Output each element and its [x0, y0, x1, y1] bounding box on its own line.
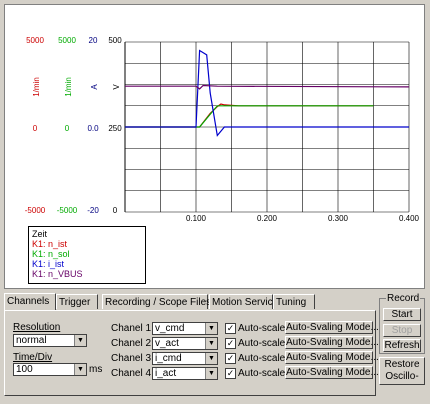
axis4-bot: 0 — [113, 206, 118, 215]
legend-item-n-sol: K1: n_sol — [32, 249, 70, 259]
timediv-select[interactable]: 100 ▼ — [13, 363, 87, 376]
timediv-label: Time/Div — [13, 352, 53, 363]
legend: Zeit K1: n_ist K1: n_sol K1: i_ist K1: n… — [28, 226, 146, 284]
axis2-top: 5000 — [58, 36, 76, 45]
channel-2-value: v_act — [155, 338, 179, 349]
axis4-top: 500 — [108, 36, 122, 45]
channel-2-label: Chanel 2 — [111, 338, 152, 349]
axis4-mid: 250 — [108, 124, 122, 133]
refresh-button[interactable]: Refresh — [383, 339, 421, 352]
channel-2-autoscale-label: Auto-scale — [238, 338, 286, 349]
chevron-down-icon: ▼ — [205, 368, 217, 379]
chevron-down-icon: ▼ — [205, 338, 217, 349]
unit2: 1/min — [64, 77, 73, 97]
channel-4-mode-button[interactable]: Auto-Svaling Mode... — [285, 366, 379, 379]
channel-3-mode-button[interactable]: Auto-Svaling Mode... — [285, 351, 379, 364]
channel-1-label: Chanel 1 — [111, 323, 152, 334]
trace-1 — [125, 105, 374, 128]
x-tick-4: 0.400 — [399, 214, 420, 223]
trace-0 — [125, 103, 374, 128]
stop-button[interactable]: Stop — [383, 324, 421, 337]
channel-3-label: Chanel 3 — [111, 353, 152, 364]
channel-1-autoscale-checkbox[interactable]: ✓ — [225, 323, 236, 334]
tab-trigger[interactable]: Trigger — [56, 294, 98, 309]
unit3: A — [90, 84, 99, 90]
resolution-select[interactable]: normal ▼ — [13, 334, 87, 347]
tab-recording[interactable]: Recording / Scope Files — [102, 294, 211, 309]
tab-motion-service[interactable]: Motion Service — [209, 294, 278, 309]
channel-3-autoscale-label: Auto-scale — [238, 353, 286, 364]
scope-plot: 5000 0 -5000 5000 0 -5000 20 0.0 -20 500… — [25, 36, 420, 223]
axis3-top: 20 — [89, 36, 98, 45]
timediv-unit: ms — [89, 364, 103, 375]
tab-strip: Channels Trigger Recording / Scope Files… — [4, 293, 376, 310]
channel-1-autoscale-label: Auto-scale — [238, 323, 286, 334]
tab-tuning[interactable]: Tuning — [273, 294, 315, 309]
start-button[interactable]: Start — [383, 308, 421, 321]
channel-4-autoscale-checkbox[interactable]: ✓ — [225, 368, 236, 379]
channel-1-value: v_cmd — [155, 323, 185, 334]
legend-item-n-ist: K1: n_ist — [32, 239, 68, 249]
chevron-down-icon: ▼ — [205, 353, 217, 364]
trace-3 — [125, 84, 410, 90]
x-tick-3: 0.300 — [328, 214, 349, 223]
record-title: Record — [386, 293, 421, 304]
timediv-value: 100 — [16, 364, 33, 375]
channels-panel: Resolution normal ▼ Time/Div 100 ▼ ms Ch… — [4, 310, 379, 396]
axis1-bot: -5000 — [25, 206, 46, 215]
channel-4-select[interactable]: i_act ▼ — [152, 367, 218, 380]
chevron-down-icon: ▼ — [74, 335, 86, 346]
resolution-label: Resolution — [13, 322, 61, 333]
channel-3-autoscale-checkbox[interactable]: ✓ — [225, 353, 236, 364]
channel-4-label: Chanel 4 — [111, 368, 152, 379]
record-group: Record Start Stop Refresh — [379, 293, 425, 354]
channel-2-select[interactable]: v_act ▼ — [152, 337, 218, 350]
x-tick-2: 0.200 — [257, 214, 278, 223]
chevron-down-icon: ▼ — [205, 323, 217, 334]
unit1: 1/min — [32, 77, 41, 97]
legend-item-vbus: K1: n_VBUS — [32, 269, 83, 279]
tab-channels[interactable]: Channels — [4, 293, 56, 310]
x-tick-1: 0.100 — [186, 214, 207, 223]
channel-3-select[interactable]: i_cmd ▼ — [152, 352, 218, 365]
channel-4-autoscale-label: Auto-scale — [238, 368, 286, 379]
channel-1-select[interactable]: v_cmd ▼ — [152, 322, 218, 335]
axis2-mid: 0 — [65, 124, 70, 133]
channel-4-value: i_act — [155, 368, 177, 379]
axis3-bot: -20 — [87, 206, 99, 215]
axis3-mid: 0.0 — [87, 124, 99, 133]
legend-title: Zeit — [32, 229, 48, 239]
axis1-mid: 0 — [33, 124, 38, 133]
channel-1-mode-button[interactable]: Auto-Svaling Mode... — [285, 321, 379, 334]
axis1-top: 5000 — [26, 36, 44, 45]
axis2-bot: -5000 — [57, 206, 78, 215]
restore-line1: Restore — [384, 359, 420, 370]
trace-2 — [125, 49, 409, 137]
restore-line2: Oscillo- — [385, 371, 419, 382]
restore-oscillo-button[interactable]: Restore Oscillo- — [379, 357, 425, 385]
channel-2-autoscale-checkbox[interactable]: ✓ — [225, 338, 236, 349]
legend-item-i-ist: K1: i_ist — [32, 259, 65, 269]
resolution-value: normal — [16, 335, 47, 346]
channel-2-mode-button[interactable]: Auto-Svaling Mode... — [285, 336, 379, 349]
channel-3-value: i_cmd — [155, 353, 182, 364]
chevron-down-icon: ▼ — [74, 364, 86, 375]
unit4: V — [112, 84, 121, 90]
